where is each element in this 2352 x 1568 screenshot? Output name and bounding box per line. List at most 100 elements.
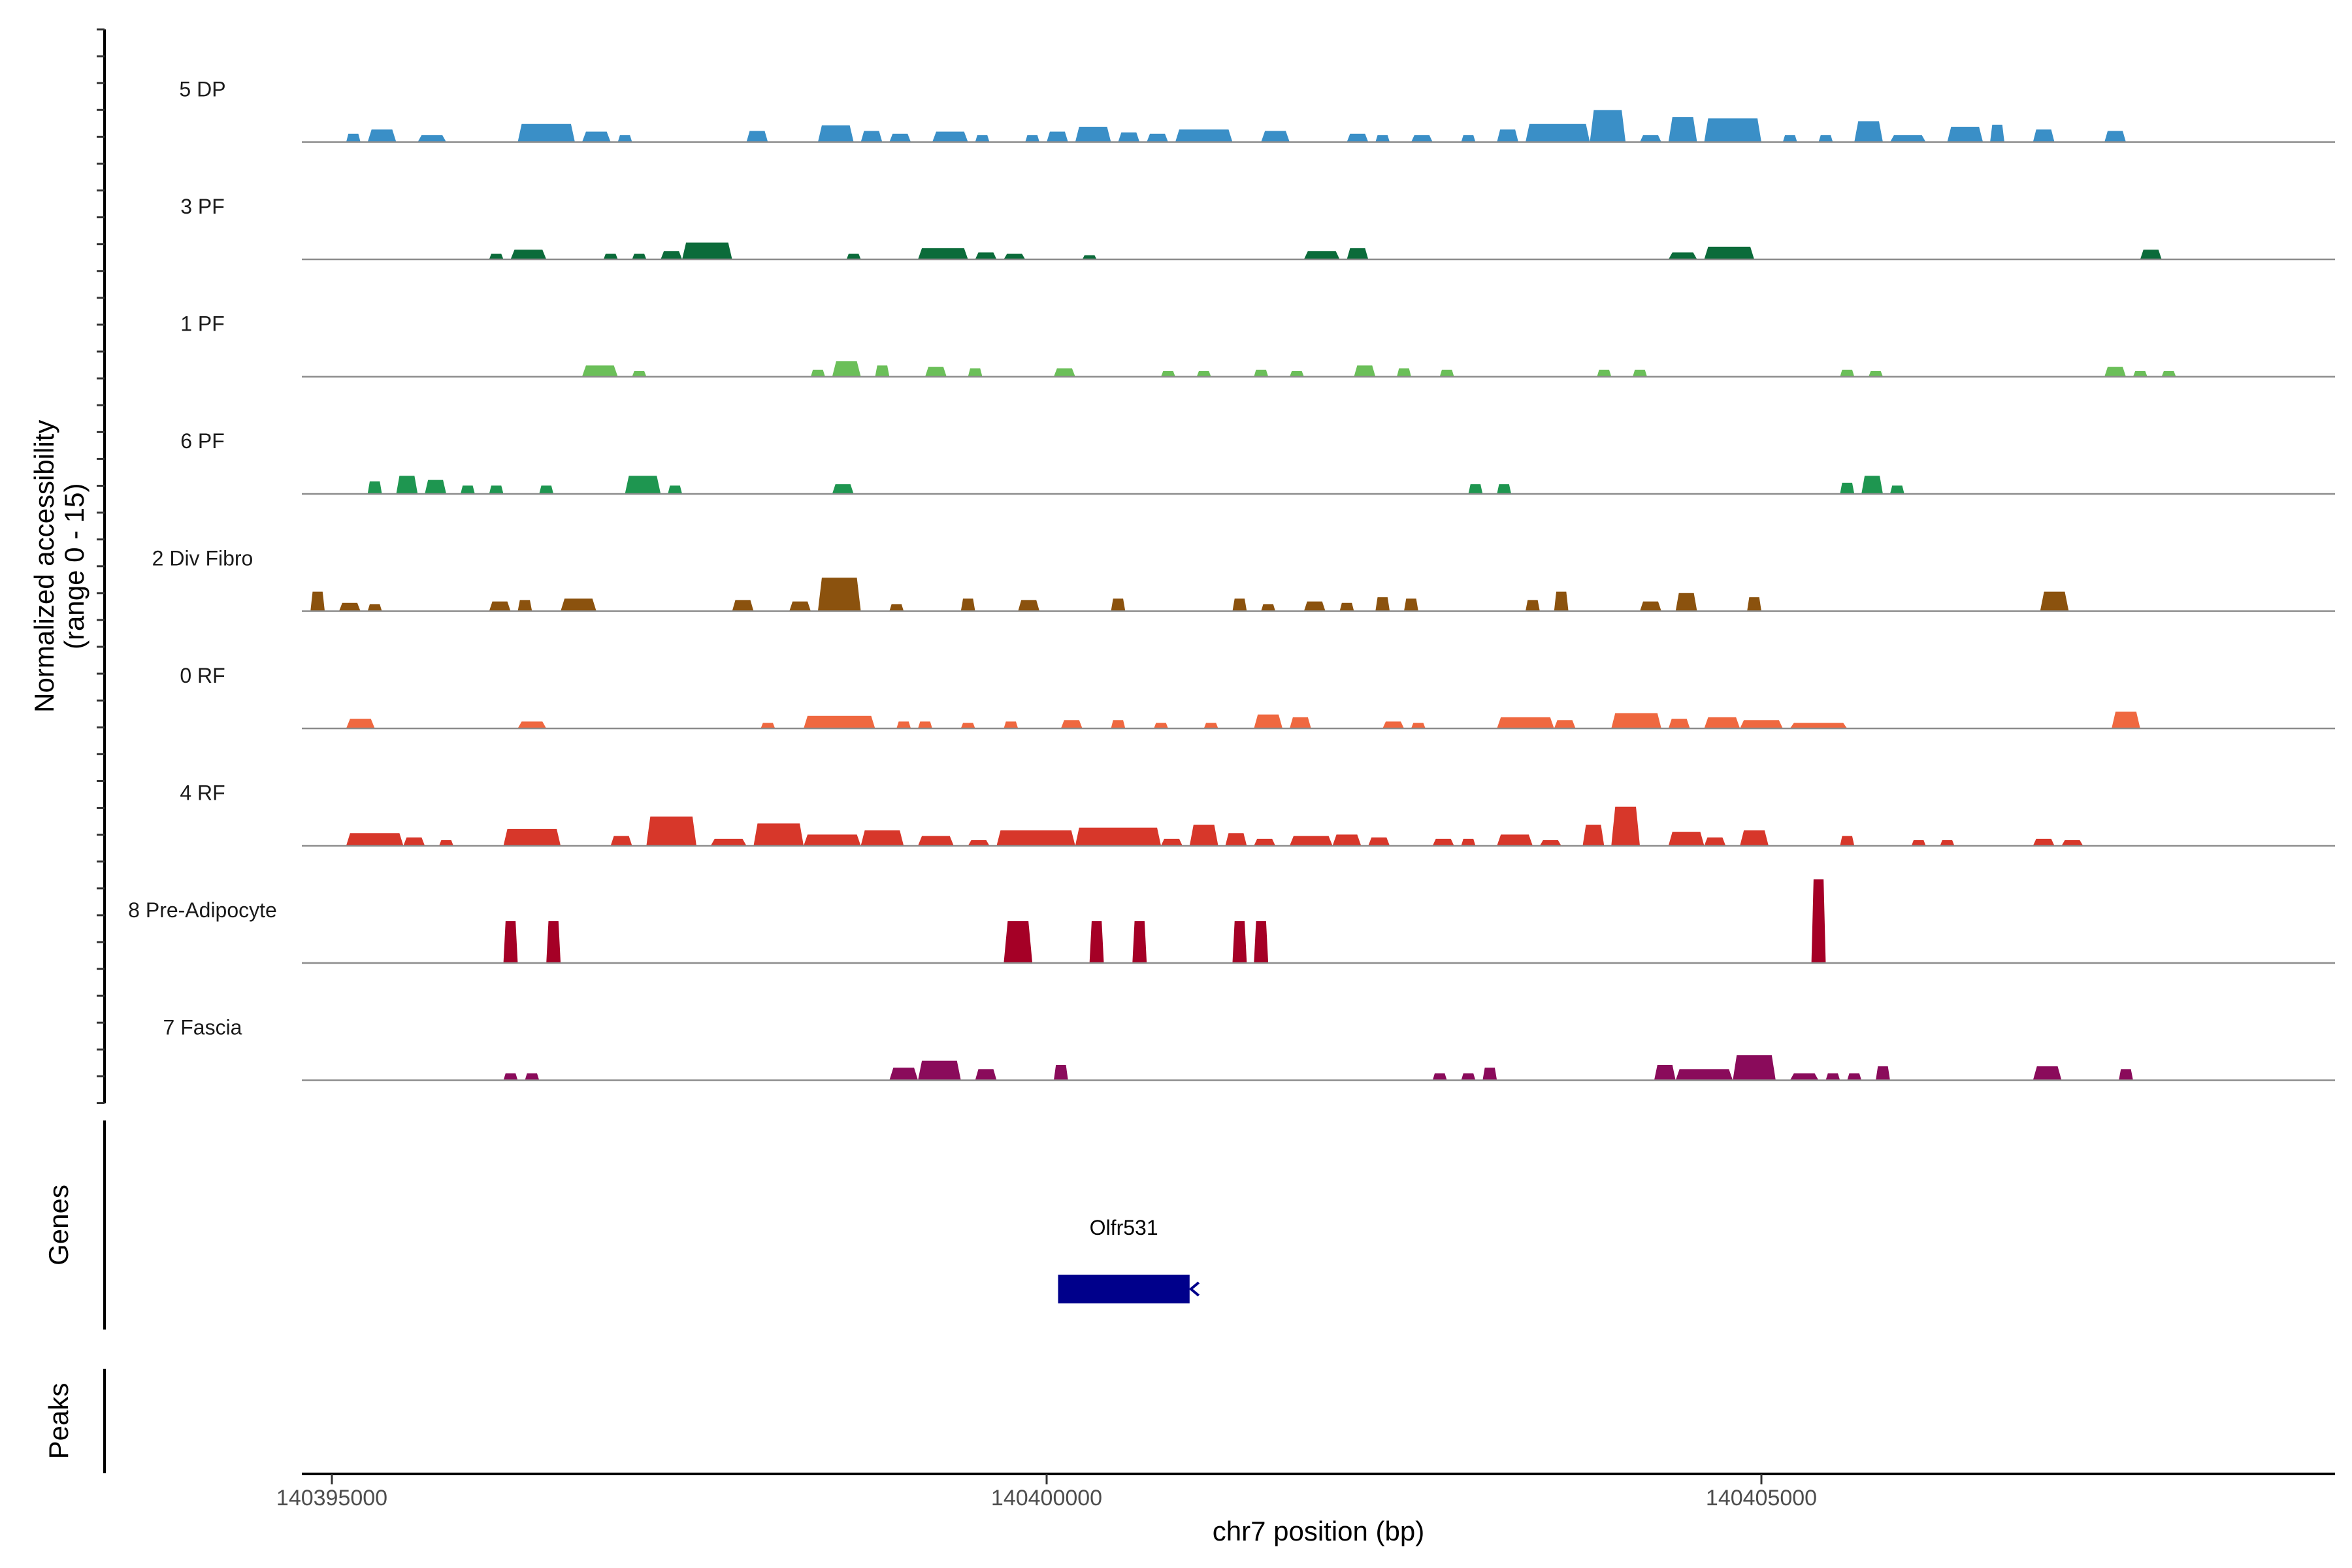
- coverage-peak: [996, 830, 1075, 846]
- coverage-peak: [460, 485, 475, 494]
- coverage-peak: [517, 600, 532, 612]
- track-label: 4 RF: [180, 781, 225, 805]
- coverage-peak: [753, 823, 804, 846]
- coverage-peak: [1189, 825, 1218, 846]
- track-label: 8 Pre-Adipocyte: [128, 898, 277, 922]
- coverage-peak: [817, 578, 861, 612]
- coverage-peak: [610, 836, 632, 846]
- coverage-peak: [417, 135, 447, 142]
- coverage-peak: [682, 242, 732, 259]
- coverage-peak: [1347, 248, 1369, 259]
- coverage-peak: [846, 253, 861, 259]
- coverage-peak: [968, 368, 983, 377]
- coverage-peak: [918, 721, 932, 728]
- coverage-peak: [1225, 833, 1247, 846]
- track-label: 5 DP: [179, 78, 225, 101]
- coverage-peak: [1411, 135, 1433, 142]
- coverage-peak: [1497, 129, 1519, 142]
- coverage-peak: [1554, 591, 1569, 612]
- coverage-peak: [581, 365, 618, 377]
- coverage-peak: [1704, 246, 1755, 259]
- coverage-peak: [581, 131, 611, 142]
- coverage-peak: [1876, 1066, 1890, 1081]
- track-0-rf: 0 RF: [180, 664, 2335, 730]
- coverage-peak: [1347, 133, 1369, 142]
- coverage-peak: [1468, 484, 1483, 494]
- coverage-peak: [760, 723, 776, 728]
- x-axis-tick-label: 140400000: [991, 1486, 1102, 1511]
- coverage-peak: [1254, 714, 1283, 728]
- coverage-peak: [1303, 251, 1340, 259]
- coverage-peak: [1704, 118, 1761, 142]
- coverage-peak: [1668, 252, 1697, 259]
- coverage-peak: [1861, 476, 1883, 494]
- coverage-peak: [975, 252, 997, 259]
- gene-strand-arrow: [1188, 1281, 1200, 1297]
- coverage-peak: [710, 838, 747, 846]
- coverage-peak: [832, 484, 854, 494]
- coverage-peak: [1047, 131, 1068, 142]
- coverage-peak: [1947, 127, 1984, 142]
- coverage-peak: [968, 840, 990, 846]
- coverage-peak: [2061, 840, 2083, 846]
- coverage-peak: [960, 598, 975, 612]
- coverage-peak: [1254, 921, 1269, 963]
- track-3-pf: 3 PF: [180, 195, 2335, 261]
- coverage-peak: [817, 125, 854, 142]
- coverage-peak: [1789, 1073, 1819, 1081]
- coverage-peak: [489, 601, 511, 612]
- coverage-peak: [346, 719, 375, 728]
- coverage-tracks: 5 DP 3 PF 1 PF 6 PF 2 Div Fibro 0 RF 4 RF 8 Pre…: [128, 78, 2335, 1081]
- track-2-div-fibro: 2 Div Fibro: [152, 547, 2335, 612]
- coverage-peak: [1889, 485, 1904, 494]
- coverage-peak: [403, 837, 425, 846]
- coverage-peak: [1289, 836, 1333, 846]
- coverage-peak: [539, 485, 554, 494]
- coverage-peak: [1232, 598, 1247, 612]
- coverage-peak: [1161, 370, 1175, 377]
- track-label: 0 RF: [180, 664, 225, 687]
- coverage-peak: [1668, 832, 1705, 846]
- coverage-peak: [1075, 127, 1111, 142]
- coverage-peak: [525, 1073, 540, 1081]
- coverage-peak: [1611, 806, 1641, 846]
- coverage-peak: [2033, 1066, 2062, 1081]
- coverage-peak: [367, 604, 382, 612]
- coverage-peak: [1668, 719, 1690, 728]
- peaks-panel-title: Peaks: [43, 1383, 74, 1460]
- coverage-peak: [1747, 597, 1761, 612]
- coverage-peak: [889, 133, 911, 142]
- coverage-peak: [1147, 133, 1168, 142]
- coverage-peak: [1525, 123, 1590, 142]
- coverage-peak: [732, 600, 754, 612]
- coverage-peak: [396, 476, 418, 494]
- coverage-peak: [1889, 135, 1926, 142]
- coverage-peak: [546, 921, 561, 963]
- coverage-peak: [617, 135, 632, 142]
- coverage-peak: [1354, 365, 1376, 377]
- coverage-peak: [1675, 593, 1697, 612]
- coverage-peak: [832, 361, 861, 377]
- coverage-peak: [1089, 921, 1104, 963]
- coverage-peak: [661, 251, 683, 259]
- coverage-peak: [804, 834, 861, 846]
- coverage-peak: [896, 721, 911, 728]
- coverage-peak: [1582, 825, 1605, 846]
- x-axis-title: chr7 position (bp): [1213, 1516, 1425, 1546]
- coverage-peak: [1704, 837, 1726, 846]
- coverage-peak: [1497, 834, 1533, 846]
- track-1-pf: 1 PF: [180, 312, 2335, 378]
- coverage-peak: [1840, 369, 1855, 377]
- coverage-peak: [1590, 110, 1626, 142]
- coverage-peak: [1339, 602, 1354, 612]
- coverage-peak: [1554, 720, 1576, 728]
- coverage-peak: [646, 816, 696, 846]
- coverage-peak: [603, 253, 618, 259]
- coverage-peak: [1289, 370, 1304, 377]
- coverage-peak: [1461, 135, 1476, 142]
- track-label: 2 Div Fibro: [152, 547, 253, 570]
- coverage-peak: [810, 369, 825, 377]
- coverage-peak: [503, 1073, 518, 1081]
- coverage-peak: [1432, 838, 1454, 846]
- coverage-peak: [1082, 255, 1097, 259]
